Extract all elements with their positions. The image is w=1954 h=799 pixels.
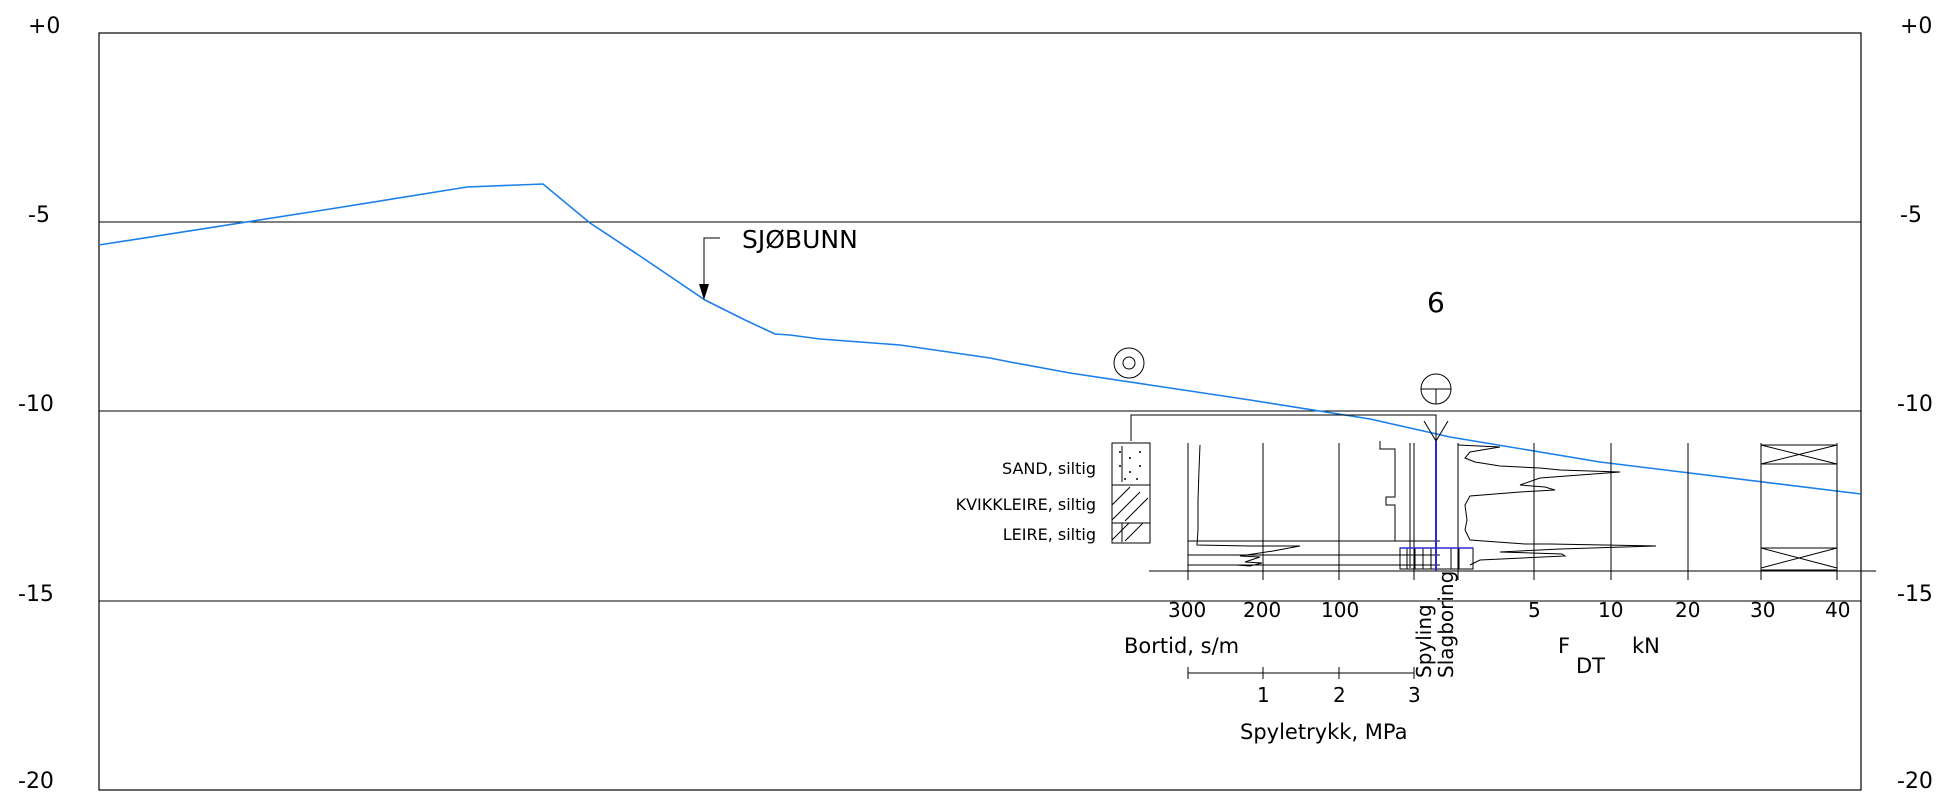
depth-label-left-0: +0 (28, 14, 60, 39)
depth-label-right-5: -5 (1900, 203, 1922, 228)
borehole-symbol-icon (1420, 373, 1452, 442)
depth-label-right-10: -10 (1897, 392, 1933, 417)
soil-column (1111, 442, 1151, 544)
depth-label-right-0: +0 (1900, 14, 1932, 39)
borehole-number: 6 (1427, 286, 1445, 319)
spyletrykk-tick-2: 2 (1333, 683, 1346, 707)
force-label-f: F (1558, 634, 1570, 658)
depth-label-right-15: -15 (1897, 582, 1933, 607)
soil-label-kvikkleire: KVIKKLEIRE, siltig (956, 495, 1096, 514)
seabed-leader (703, 237, 720, 295)
spyletrykk-tick-3: 3 (1408, 683, 1421, 707)
spyletrykk-tick-1: 1 (1257, 683, 1270, 707)
force-tick-30: 30 (1750, 598, 1775, 622)
force-label-unit: kN (1632, 634, 1660, 658)
x-box-marker (1760, 444, 1838, 571)
spyletrykk-axis (1187, 667, 1415, 679)
connector-line (1130, 414, 1437, 441)
slagboring-label: Slagboring (1434, 571, 1458, 678)
spyletrykk-label: Spyletrykk, MPa (1240, 720, 1408, 744)
spyling-label: Spyling (1412, 604, 1436, 678)
soil-label-leire: LEIRE, siltig (1003, 525, 1096, 544)
seabed-label: SJØBUNN (742, 225, 858, 254)
double-circle-icon (1113, 347, 1145, 379)
force-tick-20: 20 (1675, 598, 1700, 622)
seabed-arrowhead (699, 284, 709, 300)
bortid-tick-200: 200 (1243, 598, 1281, 622)
depth-label-left-20: -20 (18, 769, 54, 794)
force-curve (1457, 444, 1657, 566)
force-tick-5: 5 (1528, 598, 1541, 622)
depth-label-left-15: -15 (18, 582, 54, 607)
bortid-curve (1196, 444, 1301, 567)
depth-label-right-20: -20 (1897, 769, 1933, 794)
force-tick-10: 10 (1598, 598, 1623, 622)
depth-label-left-5: -5 (28, 203, 50, 228)
force-tick-40: 40 (1825, 598, 1850, 622)
bortid-label: Bortid, s/m (1124, 634, 1239, 658)
bortid-tick-100: 100 (1321, 598, 1359, 622)
spyletrykk-curve (1379, 441, 1396, 541)
depth-label-left-10: -10 (18, 392, 54, 417)
force-label-sub: DT (1576, 654, 1605, 678)
soil-label-sand: SAND, siltig (1002, 459, 1096, 478)
seabed-line (98, 183, 1862, 495)
bortid-tick-300: 300 (1168, 598, 1206, 622)
